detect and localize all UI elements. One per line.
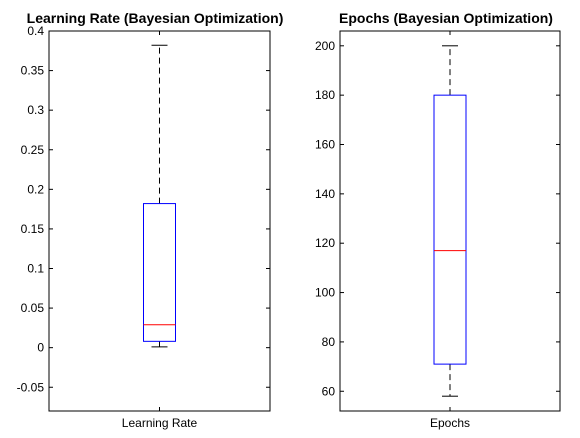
epochs-axes-frame [339, 30, 561, 412]
lr-ytick-label: 0.25 [21, 143, 45, 157]
lr-ytick-label: 0.3 [27, 103, 44, 117]
lr-chart-title: Learning Rate (Bayesian Optimization) [27, 10, 284, 26]
lr-ytick-label: 0.2 [27, 182, 44, 196]
epochs-ytick-label: 80 [322, 335, 336, 349]
lr-ytick-label: 0 [37, 341, 44, 355]
lr-boxplot-panel: Learning Rate (Bayesian Optimization) -0.… [17, 10, 284, 430]
epochs-iqr-box [433, 94, 467, 365]
epochs-ytick-label: 140 [315, 187, 335, 201]
lr-ytick-label: 0.05 [21, 301, 45, 315]
epochs-ytick-label: 180 [315, 88, 335, 102]
epochs-category-label: Epochs [430, 416, 470, 430]
epochs-ytick-label: 200 [315, 39, 335, 53]
epochs-ytick-label: 120 [315, 236, 335, 250]
lr-ytick-label: 0.4 [27, 24, 44, 38]
epochs-ytick-label: 60 [322, 384, 336, 398]
lr-ytick-label: 0.15 [21, 222, 45, 236]
lr-ytick-label: 0.35 [21, 64, 45, 78]
epochs-chart-title: Epochs (Bayesian Optimization) [339, 10, 553, 26]
lr-ytick-label: -0.05 [17, 380, 45, 394]
epochs-boxplot-panel: Epochs (Bayesian Optimization) 60 80 100 120… [315, 10, 561, 430]
lr-iqr-box [143, 203, 176, 342]
lr-category-label: Learning Rate [122, 416, 198, 430]
epochs-ytick-label: 160 [315, 138, 335, 152]
epochs-ytick-label: 100 [315, 286, 335, 300]
lr-ytick-label: 0.1 [27, 262, 44, 276]
